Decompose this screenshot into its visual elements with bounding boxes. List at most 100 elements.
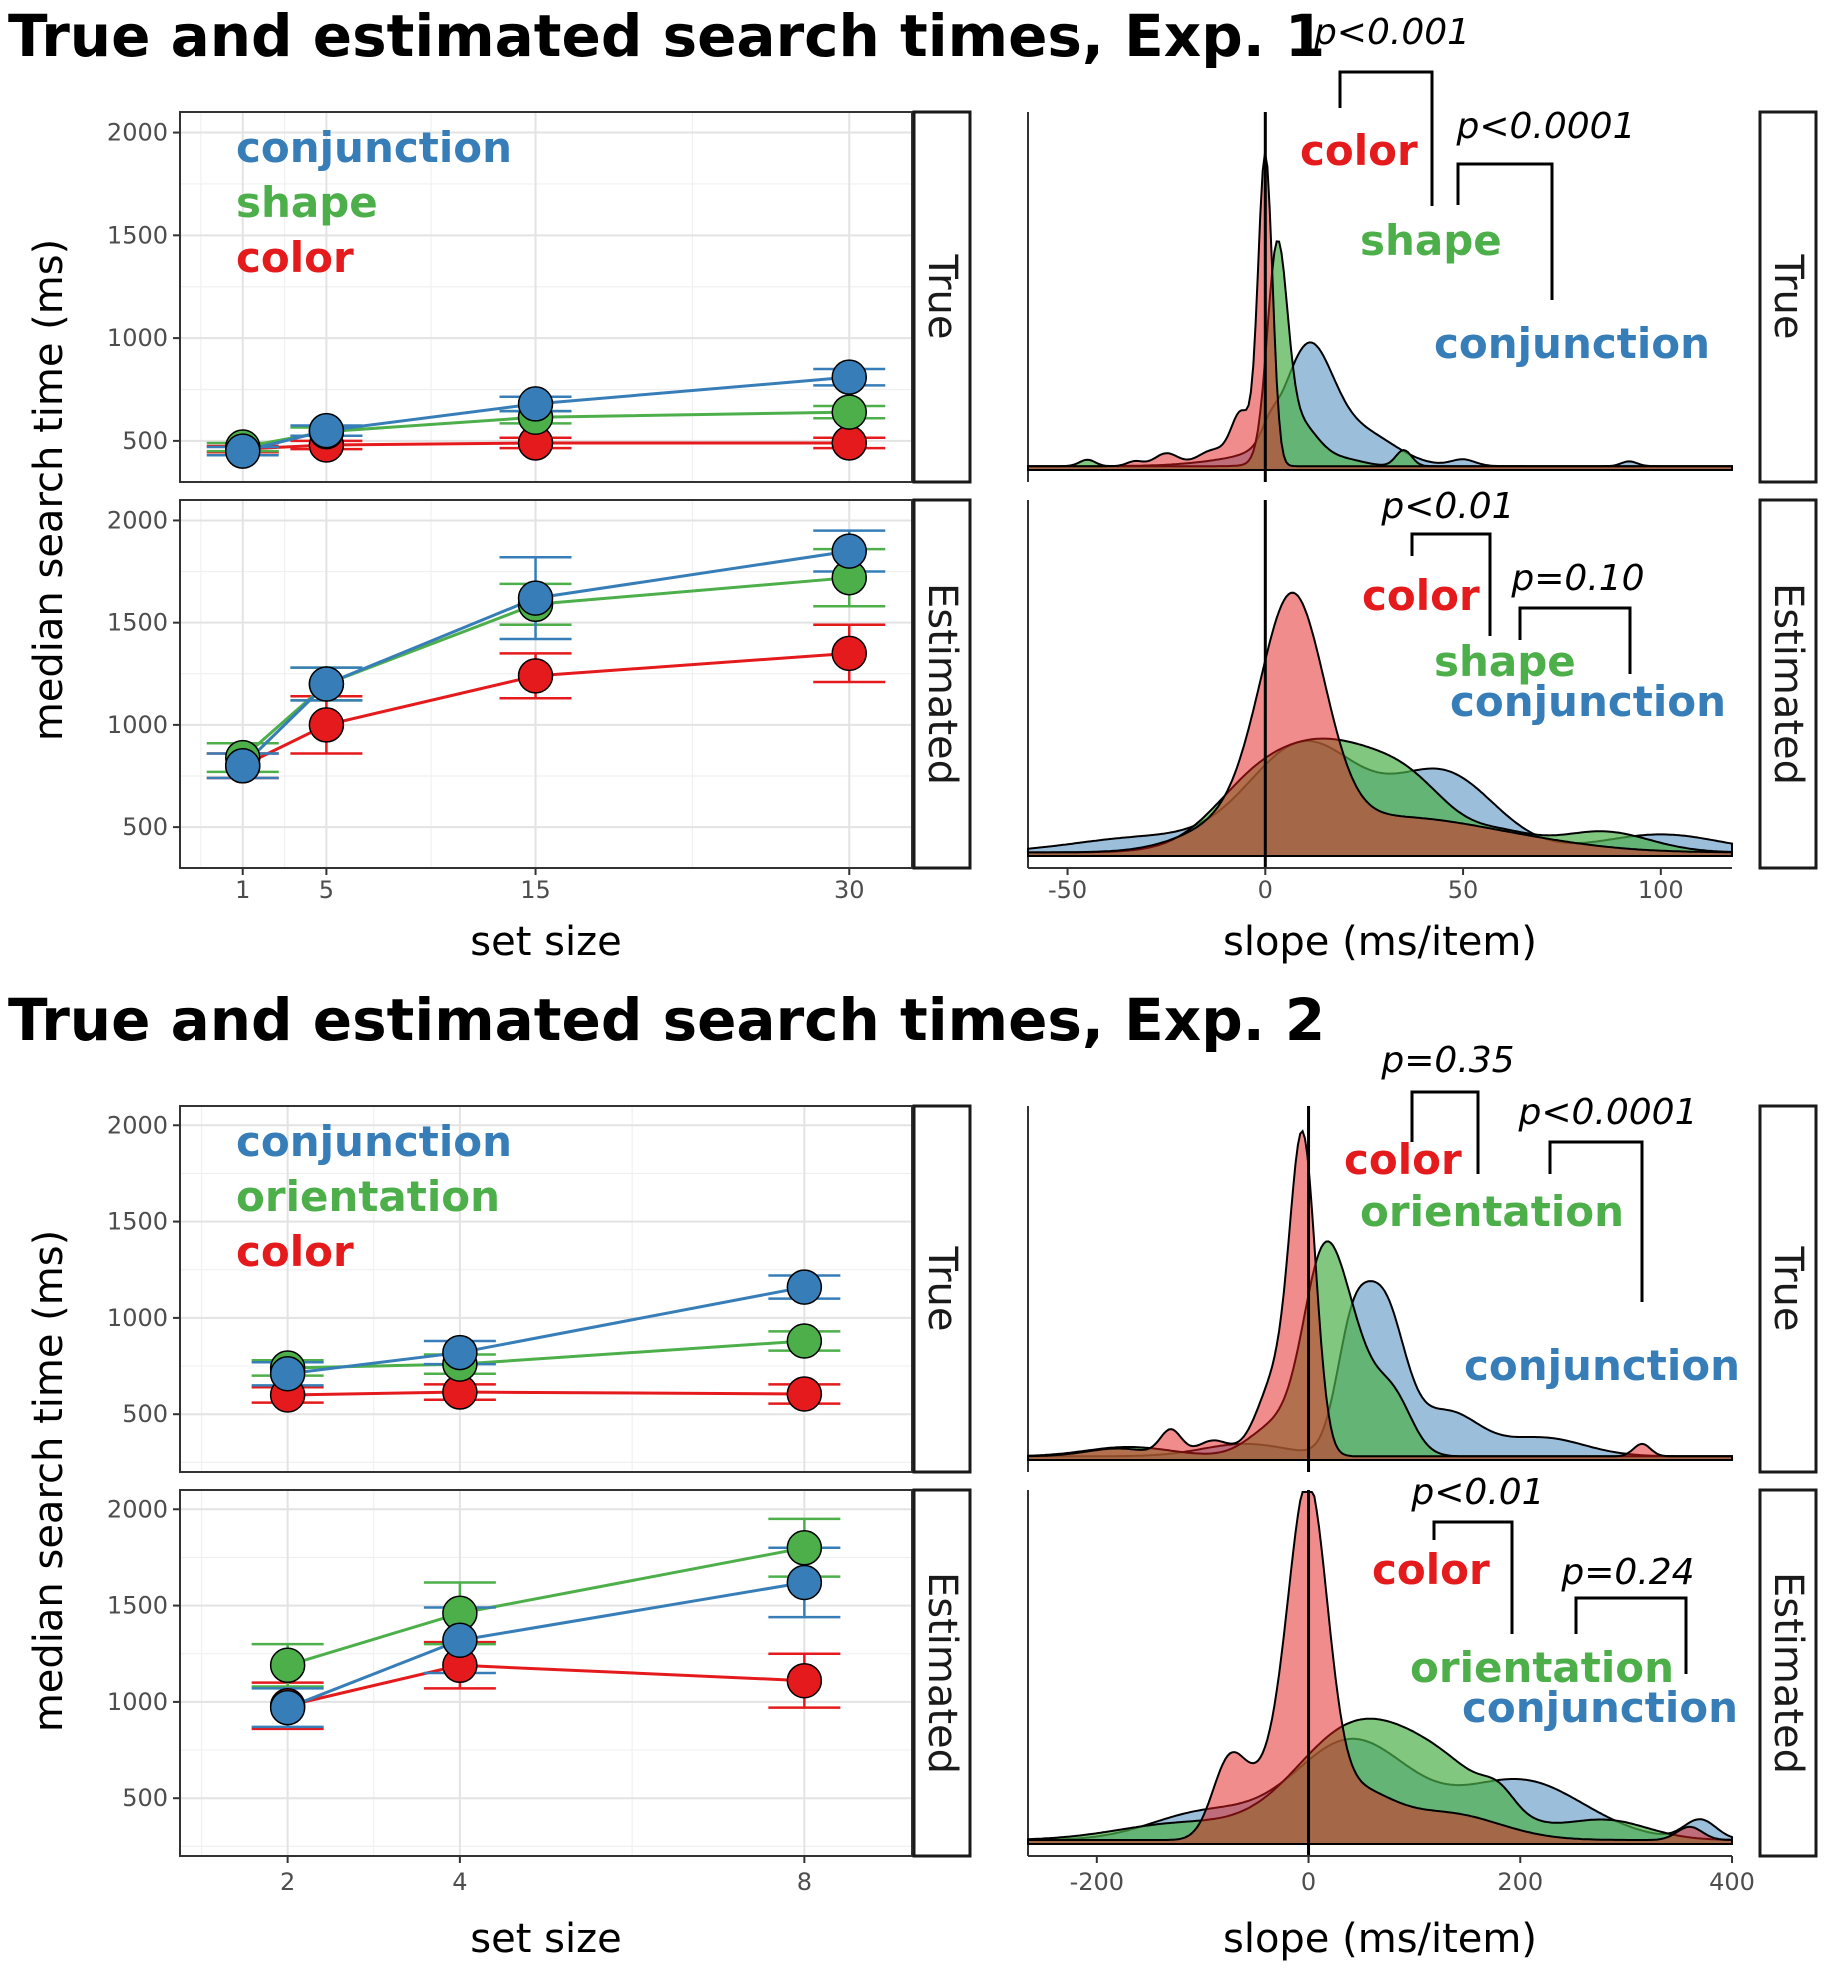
orientation-density	[1027, 1717, 1733, 1845]
p-value-annotation: p<0.001	[1313, 12, 1470, 53]
y-tick-label: 1000	[107, 324, 168, 352]
y-tick-label: 1500	[107, 1208, 168, 1236]
legend-shape: shape	[236, 178, 378, 227]
y-tick-label: 500	[122, 813, 168, 841]
exp1-estimated-plot-area	[180, 500, 912, 868]
x-tick-label: -50	[1048, 876, 1087, 904]
x-tick-label: -200	[1070, 1868, 1124, 1896]
conjunction-point	[269, 1356, 306, 1392]
legend-conjunction: conjunction	[236, 123, 512, 172]
y-axis-title: median search time (ms)	[26, 1230, 72, 1732]
series-label-color: color	[1300, 126, 1418, 175]
conjunction-point	[269, 1689, 306, 1726]
conjunction-point	[442, 1622, 478, 1659]
x-tick-label: 2	[280, 1868, 295, 1896]
exp1-estimated-strip-label: Estimated	[919, 583, 965, 785]
color-line	[242, 651, 850, 768]
x-axis-title: slope (ms/item)	[1223, 919, 1537, 965]
conjunction-point	[224, 433, 261, 469]
color-density	[1027, 152, 1733, 471]
series-label-conjunction: conjunction	[1462, 1683, 1738, 1732]
exp1-estimated-panel-border	[179, 499, 913, 869]
x-tick-label: 15	[520, 876, 551, 904]
exp1-true-strip-label: True	[919, 254, 965, 340]
x-axis-title: set size	[470, 1916, 621, 1962]
y-tick-label: 1000	[107, 711, 168, 739]
exp2-true-panel-border	[179, 1105, 913, 1473]
conjunction-point	[442, 1334, 478, 1371]
y-tick-label: 500	[122, 1784, 168, 1812]
exp1-density-true-strip-label: True	[1765, 254, 1811, 340]
p-value-annotation: p=0.10	[1510, 558, 1644, 599]
series-label-conjunction: conjunction	[1450, 677, 1726, 726]
exp2-density-estimated-strip-box	[1758, 1488, 1818, 1858]
significance-bracket	[1456, 162, 1554, 300]
x-tick-label: 5	[319, 876, 334, 904]
color-point	[831, 425, 868, 461]
exp1-true-panel-border	[179, 111, 913, 483]
significance-bracket	[1548, 1140, 1644, 1302]
x-tick-label: 400	[1709, 1868, 1755, 1896]
color-point	[831, 635, 868, 672]
exp2-estimated-panel-border	[179, 1489, 913, 1857]
p-value-annotation: p<0.0001	[1456, 106, 1636, 147]
y-tick-label: 1500	[107, 221, 168, 249]
exp1-true-plot-area	[180, 112, 912, 482]
x-tick-label: 0	[1301, 1868, 1316, 1896]
x-tick-label: 100	[1638, 876, 1684, 904]
significance-bracket	[1432, 1520, 1514, 1634]
x-tick-label: 8	[797, 1868, 812, 1896]
series-label-conjunction: conjunction	[1434, 319, 1710, 368]
shape-point	[831, 394, 868, 430]
exp2-title: True and estimated search times, Exp. 2	[8, 986, 1325, 1054]
orientation-point	[786, 1323, 823, 1359]
significance-bracket	[1574, 1596, 1688, 1674]
series-label-color: color	[1344, 1135, 1462, 1184]
conjunction-point	[831, 533, 868, 569]
exp1-estimated-strip-box	[912, 498, 972, 870]
y-tick-label: 500	[122, 1400, 168, 1428]
conjunction-point	[786, 1564, 823, 1601]
y-tick-label: 1500	[107, 609, 168, 637]
x-axis-title: set size	[470, 919, 621, 965]
significance-bracket	[1338, 70, 1434, 206]
significance-bracket	[1518, 606, 1632, 674]
conjunction-point	[308, 412, 345, 449]
legend-conjunction: conjunction	[236, 1117, 512, 1166]
significance-bracket	[1410, 532, 1492, 636]
exp1-true-strip-box	[912, 110, 972, 484]
series-label-conjunction: conjunction	[1464, 1341, 1740, 1390]
exp2-estimated-plot-area	[180, 1490, 912, 1856]
x-tick-label: 4	[452, 1868, 467, 1896]
x-tick-label: 200	[1497, 1868, 1543, 1896]
y-tick-label: 2000	[107, 1495, 168, 1523]
conjunction-line	[242, 375, 850, 453]
series-label-orientation: orientation	[1360, 1187, 1624, 1236]
series-label-color: color	[1372, 1545, 1490, 1594]
color-point	[786, 1662, 823, 1699]
color-point	[517, 658, 554, 694]
exp1-title: True and estimated search times, Exp. 1	[8, 2, 1325, 70]
x-tick-label: 30	[834, 876, 865, 904]
color-point	[786, 1376, 823, 1412]
exp2-estimated-strip-label: Estimated	[919, 1572, 965, 1774]
y-tick-label: 1500	[107, 1592, 168, 1620]
series-label-orientation: orientation	[1410, 1643, 1674, 1692]
conjunction-line	[241, 549, 850, 767]
orientation-point	[786, 1530, 823, 1566]
orientation-point	[269, 1647, 306, 1684]
y-axis-title: median search time (ms)	[26, 239, 72, 741]
significance-bracket	[1410, 1090, 1480, 1174]
series-label-shape: shape	[1360, 216, 1502, 265]
series-label-color: color	[1362, 571, 1480, 620]
exp1-density-true-strip-box	[1758, 110, 1818, 484]
y-tick-label: 1000	[107, 1304, 168, 1332]
legend-orientation: orientation	[236, 1172, 500, 1221]
y-tick-label: 500	[122, 427, 168, 455]
conjunction-point	[786, 1269, 823, 1305]
color-density	[1027, 1129, 1733, 1461]
exp2-true-strip-box	[912, 1104, 972, 1474]
legend-color: color	[236, 233, 354, 282]
color-density	[1027, 1491, 1733, 1845]
